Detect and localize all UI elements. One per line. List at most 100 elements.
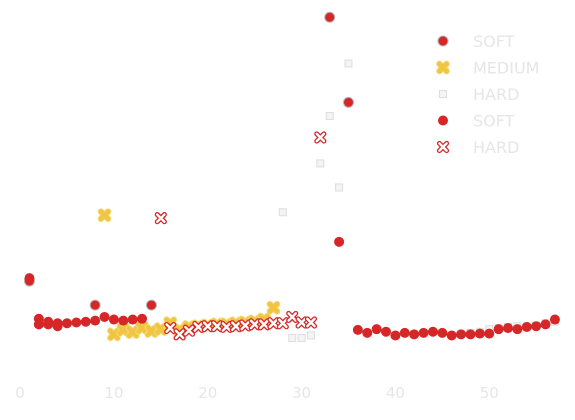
legend-label: SOFT bbox=[473, 32, 515, 51]
data-point bbox=[345, 60, 352, 67]
data-point bbox=[372, 324, 382, 334]
legend-label: HARD bbox=[473, 85, 519, 104]
data-point bbox=[390, 330, 400, 340]
data-point bbox=[148, 327, 155, 334]
data-point bbox=[456, 329, 466, 339]
data-point bbox=[419, 328, 429, 338]
data-point bbox=[62, 318, 72, 328]
data-point bbox=[531, 321, 541, 331]
data-point bbox=[317, 134, 324, 141]
legend-label: MEDIUM bbox=[473, 59, 539, 78]
data-point bbox=[167, 324, 174, 331]
data-point bbox=[251, 321, 258, 328]
data-point bbox=[137, 314, 147, 324]
data-point bbox=[129, 329, 136, 336]
data-point bbox=[120, 326, 127, 333]
data-point bbox=[362, 328, 372, 338]
data-point bbox=[325, 12, 335, 22]
data-point bbox=[223, 323, 230, 330]
x-axis: 0 10 20 30 40 50 bbox=[15, 384, 498, 402]
legend-entry: SOFT bbox=[438, 112, 515, 131]
data-point bbox=[260, 321, 267, 328]
data-point bbox=[409, 329, 419, 339]
data-point bbox=[541, 319, 551, 329]
x-tick-label: 0 bbox=[15, 384, 25, 402]
data-point bbox=[400, 328, 410, 338]
data-point bbox=[289, 313, 296, 320]
x-tick-label: 10 bbox=[104, 384, 123, 402]
data-point bbox=[204, 323, 211, 330]
data-point bbox=[53, 321, 63, 331]
series-3-soft bbox=[24, 237, 559, 341]
data-point bbox=[298, 319, 305, 326]
data-point bbox=[43, 317, 53, 327]
data-point bbox=[100, 312, 110, 322]
data-point bbox=[307, 319, 314, 326]
data-point bbox=[437, 328, 447, 338]
x-tick-label: 30 bbox=[292, 384, 311, 402]
legend-marker bbox=[439, 143, 446, 150]
data-point bbox=[512, 324, 522, 334]
data-point bbox=[289, 335, 296, 342]
data-point bbox=[214, 323, 221, 330]
data-point bbox=[176, 331, 183, 338]
data-point bbox=[343, 97, 353, 107]
data-point bbox=[270, 320, 277, 327]
data-point bbox=[185, 327, 192, 334]
legend-marker bbox=[439, 64, 446, 71]
data-point bbox=[484, 329, 494, 339]
data-point bbox=[81, 317, 91, 327]
data-point bbox=[24, 273, 34, 283]
data-point bbox=[503, 323, 513, 333]
legend-entry: HARD bbox=[440, 85, 520, 104]
data-point bbox=[157, 326, 164, 333]
legend-label: SOFT bbox=[473, 112, 515, 131]
data-point bbox=[101, 212, 108, 219]
data-point bbox=[279, 320, 286, 327]
data-point bbox=[118, 316, 128, 326]
data-point bbox=[279, 209, 286, 216]
data-point bbox=[550, 315, 560, 325]
data-point bbox=[465, 329, 475, 339]
data-point bbox=[157, 215, 164, 222]
data-point bbox=[232, 323, 239, 330]
data-point bbox=[353, 325, 363, 335]
data-point bbox=[242, 322, 249, 329]
legend-entry: SOFT bbox=[438, 32, 515, 51]
data-point bbox=[195, 323, 202, 330]
legend-marker bbox=[438, 116, 448, 126]
legend-marker bbox=[440, 91, 447, 98]
data-point bbox=[270, 304, 277, 311]
data-point bbox=[494, 324, 504, 334]
data-point bbox=[110, 331, 117, 338]
legend-label: HARD bbox=[473, 138, 519, 157]
data-point bbox=[298, 335, 305, 342]
data-point bbox=[326, 113, 333, 120]
series-0-soft bbox=[24, 12, 353, 310]
data-point bbox=[447, 330, 457, 340]
data-point bbox=[317, 160, 324, 167]
data-point bbox=[307, 332, 314, 339]
data-point bbox=[34, 319, 44, 329]
legend: SOFT MEDIUM HARD SOFT HARD bbox=[438, 32, 539, 157]
x-tick-label: 40 bbox=[386, 384, 405, 402]
data-point bbox=[128, 315, 138, 325]
data-point bbox=[522, 322, 532, 332]
legend-marker bbox=[438, 36, 448, 46]
data-point bbox=[138, 324, 145, 331]
legend-entry: MEDIUM bbox=[439, 59, 539, 78]
series-4-hard bbox=[157, 134, 324, 338]
data-point bbox=[109, 315, 119, 325]
x-tick-label: 20 bbox=[198, 384, 217, 402]
data-point bbox=[90, 316, 100, 326]
data-point bbox=[334, 237, 344, 247]
data-point bbox=[71, 318, 81, 328]
data-point bbox=[428, 327, 438, 337]
data-point bbox=[146, 300, 156, 310]
data-point bbox=[381, 327, 391, 337]
x-tick-label: 50 bbox=[480, 384, 499, 402]
data-point bbox=[475, 329, 485, 339]
data-point bbox=[90, 300, 100, 310]
legend-entry: HARD bbox=[439, 138, 519, 157]
